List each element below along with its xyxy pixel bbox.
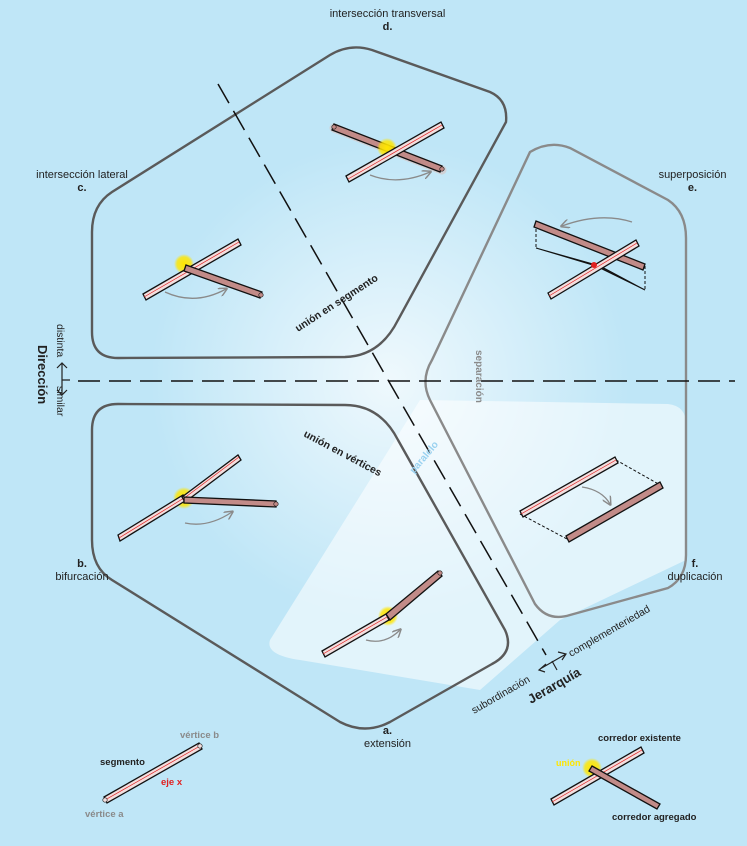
legend-axis-x: eje x (161, 777, 183, 788)
legend-segment (102, 742, 203, 804)
case-d-label: intersección transversal d. (300, 8, 475, 34)
case-d-name: intersección transversal (329, 8, 446, 20)
case-a-corridors (321, 570, 443, 658)
case-b-name: bifurcación (55, 571, 109, 583)
case-c-letter: c. (77, 182, 87, 194)
case-b-letter: b. (77, 558, 87, 570)
region-separation (424, 143, 688, 619)
case-f-letter: f. (691, 558, 699, 570)
case-c-corridors (142, 238, 264, 301)
direction-axis-arrows (56, 362, 70, 396)
legend-existing-label: corredor existente (598, 733, 681, 744)
hierarchy-axis-line (217, 83, 547, 656)
case-e-name: superposición (658, 169, 727, 181)
case-e-label: superposición e. (645, 169, 740, 195)
case-e-corridors (533, 217, 646, 300)
legend-union-label: unión (556, 758, 581, 768)
case-c-name: intersección lateral (36, 169, 128, 181)
case-d-corridors (329, 121, 447, 183)
case-b-label: b. bifurcación (42, 558, 122, 584)
region-vertex-union (90, 402, 510, 730)
case-b-corridors (117, 454, 279, 542)
parallel-region (269, 400, 686, 690)
case-a-label: a. extensión (345, 725, 430, 751)
legend-vertex-a: vértice a (85, 809, 124, 820)
case-c-label: intersección lateral c. (22, 169, 142, 195)
legend-added-label: corredor agregado (612, 812, 697, 823)
hierarchy-axis-arrows (537, 651, 567, 673)
case-a-letter: a. (382, 725, 393, 737)
case-f-name: duplicación (667, 571, 723, 583)
legend-vertex-b: vértice b (180, 730, 219, 741)
case-d-letter: d. (382, 21, 393, 33)
hierarchy-axis-title: Jerarquía (525, 664, 584, 707)
case-a-name: extensión (363, 738, 412, 750)
legend-segment-label: segmento (100, 757, 145, 768)
region-segment-union (90, 46, 508, 360)
direction-label-different: distinta (54, 324, 66, 357)
zone-label-separation: separación (473, 350, 484, 403)
case-e-letter: e. (687, 182, 698, 194)
direction-label-similar: similar (54, 386, 66, 417)
case-f-corridors (519, 456, 664, 543)
legend-corridor (550, 746, 661, 810)
direction-axis-title: Dirección (35, 345, 50, 404)
case-f-label: f. duplicación (650, 558, 740, 584)
